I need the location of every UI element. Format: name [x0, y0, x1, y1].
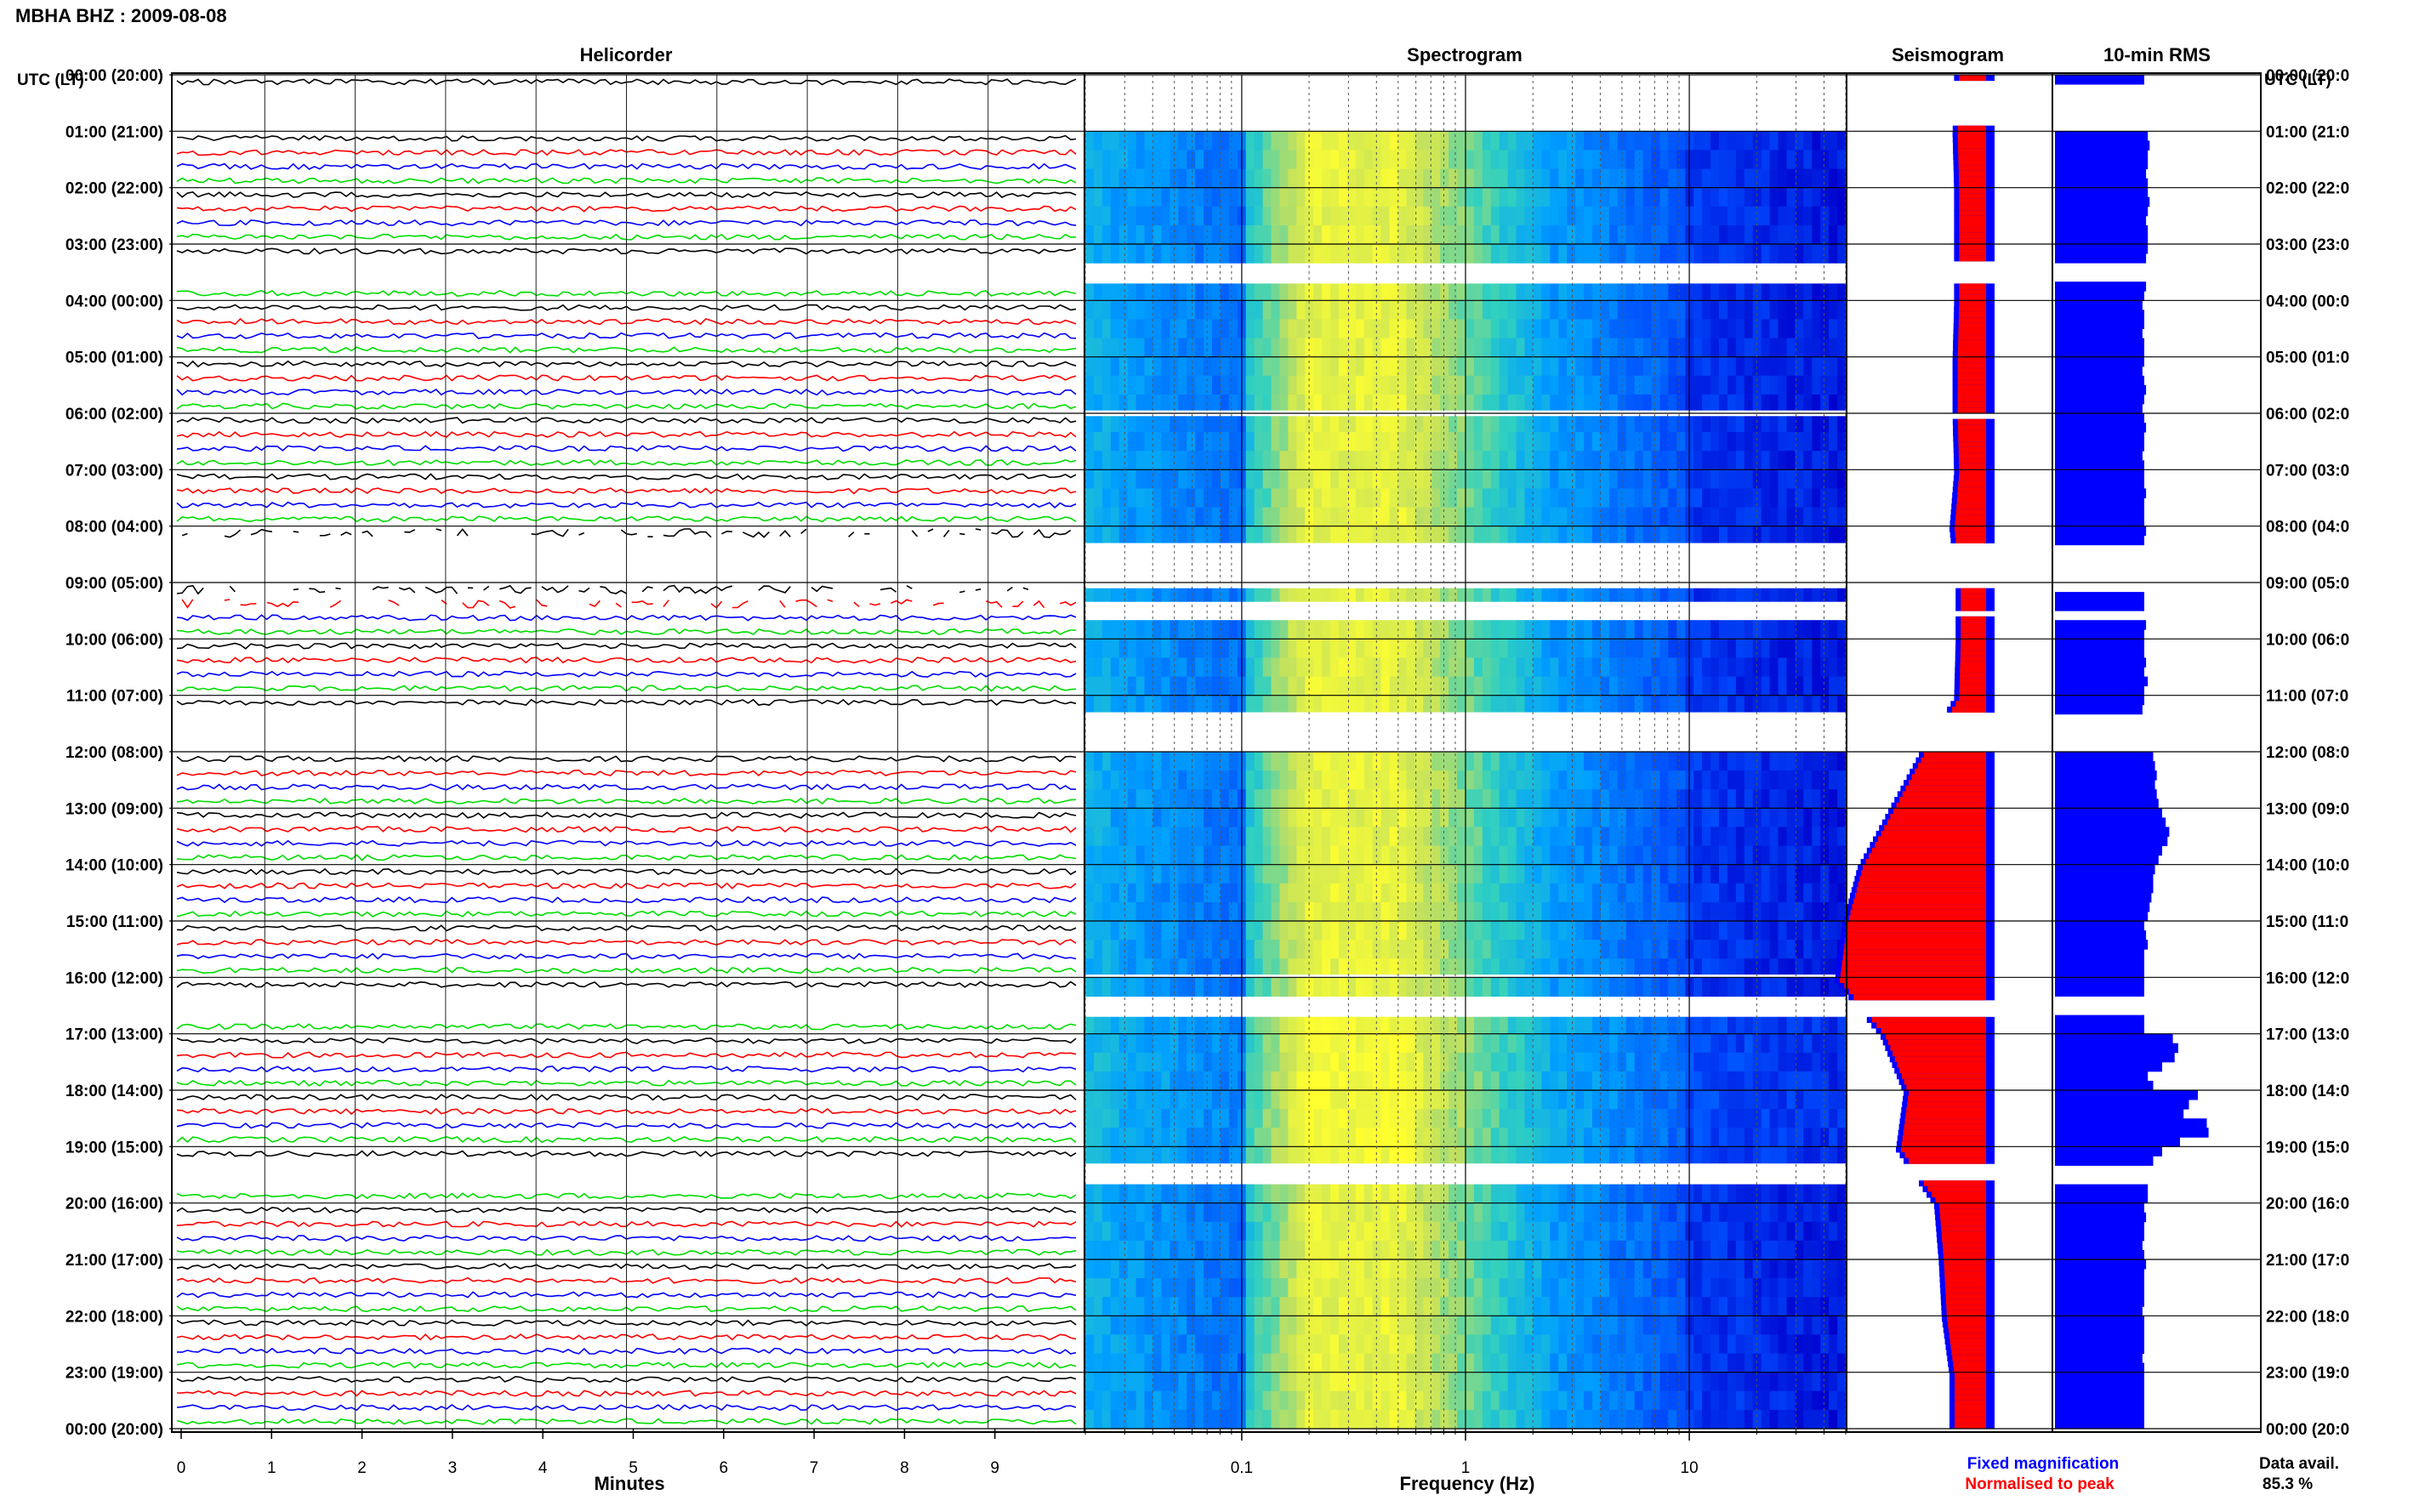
hour-label-right: 02:00 (22:0: [2266, 180, 2349, 198]
hour-label-right: 17:00 (13:0: [2266, 1026, 2349, 1044]
hour-label-right: 01:00 (21:0: [2266, 123, 2349, 141]
frequency-tick-label: 1: [1461, 1459, 1471, 1477]
y-axis-label-left: UTC (LT): [17, 71, 84, 89]
hour-label-left: 07:00 (03:00): [65, 462, 163, 480]
minute-tick-label: 3: [448, 1459, 458, 1477]
hour-label-left: 22:00 (18:00): [65, 1308, 163, 1326]
hour-label-right: 03:00 (23:0: [2266, 236, 2349, 254]
hour-label-right: 04:00 (00:0: [2266, 293, 2349, 310]
hour-label-left: 18:00 (14:00): [65, 1083, 163, 1100]
helicorder-title: Helicorder: [580, 44, 673, 65]
minute-tick-label: 8: [900, 1459, 909, 1477]
hour-label-right: 07:00 (03:0: [2266, 462, 2349, 480]
seismogram-title: Seismogram: [1892, 44, 2004, 65]
hour-label-left: 21:00 (17:00): [65, 1252, 163, 1270]
hour-label-right: 20:00 (16:0: [2266, 1196, 2349, 1214]
hour-label-left: 09:00 (05:00): [65, 575, 163, 593]
hour-label-right: 00:00 (20:0: [2266, 67, 2349, 85]
hour-label-left: 10:00 (06:00): [65, 631, 163, 649]
rms-frame: [2052, 72, 2262, 1433]
hour-label-right: 19:00 (15:0: [2266, 1139, 2349, 1157]
hour-label-left: 13:00 (09:00): [65, 800, 163, 818]
hour-label-left: 17:00 (13:00): [65, 1026, 163, 1044]
hour-label-left: 00:00 (20:00): [65, 67, 163, 85]
hour-labels: 00:00 (20:00) 01:00 (21:00) 02:00 (22:00) 0…: [65, 67, 2349, 1439]
hour-label-right: 10:00 (06:0: [2266, 631, 2349, 649]
frequency-tick-label: 10: [1681, 1459, 1699, 1477]
hour-label-right: 00:00 (20:0: [2266, 1421, 2349, 1439]
hour-label-left: 12:00 (08:00): [65, 744, 163, 762]
hour-label-left: 03:00 (23:00): [65, 236, 163, 254]
legend-normalised-to-peak: Normalised to peak: [1965, 1475, 2114, 1493]
hour-label-right: 05:00 (01:0: [2266, 350, 2349, 367]
helicorder-frame: [171, 72, 1085, 1433]
hour-label-left: 02:00 (22:00): [65, 180, 163, 198]
hour-label-right: 18:00 (14:0: [2266, 1083, 2349, 1100]
hour-label-right: 21:00 (17:0: [2266, 1252, 2349, 1270]
data-availability-label: Data avail.: [2259, 1455, 2339, 1473]
hour-label-right: 09:00 (05:0: [2266, 575, 2349, 593]
hour-label-left: 23:00 (19:00): [65, 1365, 163, 1383]
hour-label-right: 15:00 (11:0: [2266, 913, 2348, 931]
legend-fixed-magnification: Fixed magnification: [1967, 1455, 2119, 1473]
minute-tick-label: 7: [810, 1459, 819, 1477]
hour-label-left: 11:00 (07:00): [66, 688, 163, 706]
minute-tick-label: 4: [538, 1459, 548, 1477]
rms-bars: [2055, 75, 2209, 1430]
frequency-tick-label: 0.1: [1231, 1459, 1253, 1477]
hour-label-left: 15:00 (11:00): [66, 913, 163, 931]
rms-title: 10-min RMS: [2103, 44, 2211, 65]
hour-label-right: 22:00 (18:0: [2266, 1308, 2349, 1326]
data-gaps: [1085, 83, 2260, 1184]
hour-label-right: 14:00 (10:0: [2266, 857, 2349, 875]
hour-label-right: 16:00 (12:0: [2266, 969, 2349, 987]
spectrogram-image: [1085, 131, 1847, 1430]
minute-tick-label: 9: [990, 1459, 999, 1477]
hour-label-left: 04:00 (00:00): [65, 293, 163, 310]
minute-tick-label: 2: [357, 1459, 367, 1477]
hour-label-left: 01:00 (21:00): [65, 123, 163, 141]
hour-label-right: 08:00 (04:0: [2266, 519, 2349, 537]
hour-label-left: 20:00 (16:00): [65, 1196, 163, 1214]
minute-tick-label: 5: [629, 1459, 638, 1477]
spectrogram-xlabel: Frequency (Hz): [1400, 1473, 1535, 1494]
hour-label-left: 19:00 (15:00): [65, 1139, 163, 1157]
data-availability-value: 85.3 %: [2262, 1475, 2313, 1493]
hour-label-right: 13:00 (09:0: [2266, 800, 2349, 818]
spectrogram-title: Spectrogram: [1407, 44, 1523, 65]
hour-label-right: 12:00 (08:0: [2266, 744, 2349, 762]
hour-label-right: 06:00 (02:0: [2266, 406, 2349, 423]
hour-label-right: 11:00 (07:0: [2266, 688, 2348, 706]
hour-label-left: 08:00 (04:00): [65, 519, 163, 537]
page-title: MBHA BHZ : 2009-08-08: [15, 5, 227, 26]
helicorder-xlabel: Minutes: [594, 1473, 664, 1494]
minute-tick-label: 1: [267, 1459, 276, 1477]
hour-label-left: 14:00 (10:00): [65, 857, 163, 875]
hour-label-left: 00:00 (20:00): [65, 1421, 163, 1439]
gridlines: [169, 74, 2260, 1430]
seismogram-amplitude: [1835, 75, 1995, 1430]
hour-label-right: 23:00 (19:0: [2266, 1365, 2349, 1383]
hour-label-left: 06:00 (02:00): [65, 406, 163, 423]
minute-tick-label: 6: [720, 1459, 729, 1477]
hour-label-left: 16:00 (12:00): [65, 969, 163, 987]
y-axis-label-right: UTC (LT): [2264, 71, 2331, 89]
minute-tick-label: 0: [177, 1459, 186, 1477]
axis-ticks: 0 1 2 3 4 5 6 7 8 9 0.1 1 10: [177, 1429, 1847, 1477]
hour-label-left: 05:00 (01:00): [65, 350, 163, 367]
